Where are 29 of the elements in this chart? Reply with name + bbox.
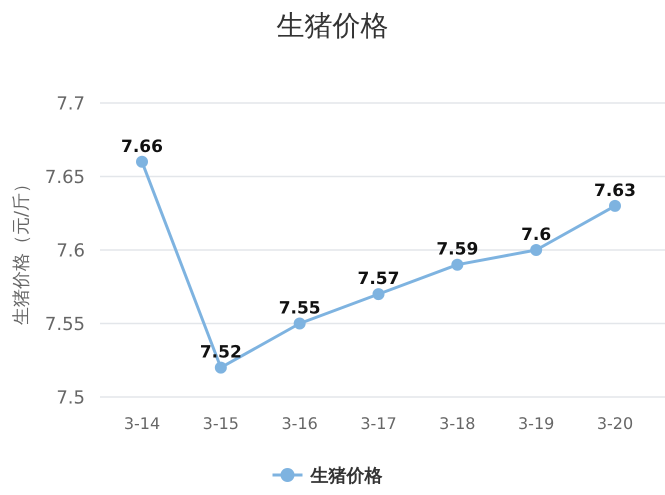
y-tick-label: 7.7 <box>56 93 85 114</box>
point <box>136 156 148 168</box>
chart-title: 生猪价格 <box>276 9 388 42</box>
y-axis-title: 生猪价格（元/斤） <box>11 174 32 326</box>
y-tick-label: 7.55 <box>44 314 85 335</box>
y-tick-label: 7.5 <box>56 387 85 408</box>
point <box>214 362 227 374</box>
point <box>609 200 621 212</box>
data-label: 7.63 <box>594 180 636 201</box>
legend-label: 生猪价格 <box>310 465 384 486</box>
data-label: 7.57 <box>358 269 400 290</box>
x-tick-label: 3-14 <box>124 414 160 433</box>
data-label: 7.52 <box>200 342 242 363</box>
x-tick-label: 3-15 <box>202 414 239 433</box>
x-tick-label: 3-16 <box>282 414 318 433</box>
x-tick-label: 3-17 <box>360 414 397 433</box>
point <box>294 318 306 330</box>
y-tick-label: 7.65 <box>44 166 85 188</box>
point <box>451 258 464 271</box>
point <box>372 288 384 300</box>
y-tick-label: 7.6 <box>56 240 85 262</box>
data-label: 7.66 <box>121 136 163 157</box>
x-tick-label: 3-18 <box>439 414 476 433</box>
point <box>530 244 542 256</box>
data-label: 7.59 <box>436 240 478 260</box>
x-tick-label: 3-20 <box>596 414 634 433</box>
data-label: 7.6 <box>521 225 552 245</box>
data-label: 7.55 <box>278 298 321 318</box>
x-tick-label: 3-19 <box>518 414 554 433</box>
